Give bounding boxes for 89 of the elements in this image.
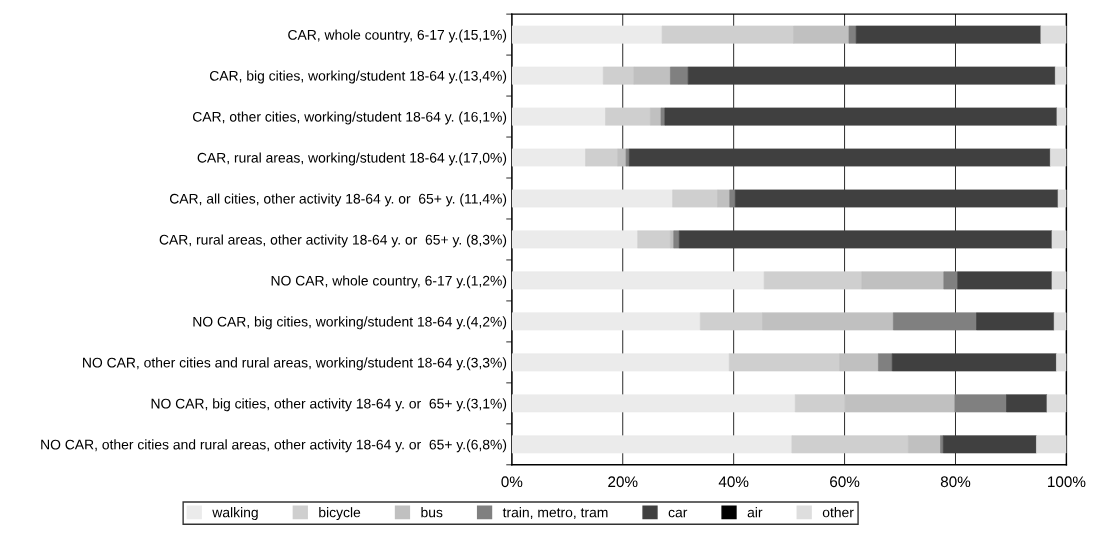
bar xyxy=(1006,394,1048,413)
y-tick-label: NO CAR, other cities and rural areas, working/student 18-64 y.(3,3%) xyxy=(83,357,507,371)
bar xyxy=(650,107,662,126)
bar xyxy=(511,435,793,454)
x-tick-label: 0% xyxy=(501,476,523,488)
bar xyxy=(954,394,1007,413)
x-tick-label: 60% xyxy=(830,476,860,488)
bar xyxy=(1040,25,1067,44)
bar xyxy=(637,230,671,249)
bar xyxy=(511,107,606,126)
y-tick-label: CAR, rural areas, other activity 18-64 y. or 65+ y. (8,3%) xyxy=(159,234,507,248)
bar xyxy=(791,435,909,454)
bar xyxy=(660,107,666,126)
bar xyxy=(672,189,718,208)
bar xyxy=(602,66,635,85)
bar xyxy=(511,394,796,413)
bar xyxy=(763,271,863,290)
y-tick-label: CAR, big cities, working/student 18-64 y.(13,4%) xyxy=(209,70,507,84)
bar xyxy=(957,271,1053,290)
bar xyxy=(943,271,959,290)
bar xyxy=(511,312,701,331)
bar xyxy=(762,312,894,331)
bar xyxy=(661,25,794,44)
bar xyxy=(1051,230,1067,249)
bar xyxy=(1036,435,1067,454)
bar xyxy=(839,353,879,372)
bar xyxy=(1046,394,1067,413)
bar xyxy=(728,353,840,372)
bar xyxy=(664,107,1058,126)
bar xyxy=(861,271,945,290)
bar xyxy=(633,66,671,85)
y-tick-label: CAR, whole country, 6-17 y.(15,1%) xyxy=(288,29,507,43)
bar xyxy=(844,394,956,413)
bar xyxy=(893,312,977,331)
bar xyxy=(511,66,604,85)
bar xyxy=(625,148,630,167)
bar xyxy=(629,148,1051,167)
legend-label: walking xyxy=(212,507,258,521)
bar xyxy=(976,312,1055,331)
y-tick-label: CAR, other cities, working/student 18-64 y. (16,1%) xyxy=(192,111,507,125)
y-tick-label: NO CAR, big cities, working/student 18-64 y.(4,2%) xyxy=(193,316,507,330)
bar xyxy=(511,353,730,372)
bar xyxy=(729,189,736,208)
bar xyxy=(511,25,663,44)
bar xyxy=(673,230,680,249)
bar xyxy=(585,148,619,167)
legend-label: bicycle xyxy=(319,507,361,521)
bar xyxy=(848,25,857,44)
bar xyxy=(617,148,627,167)
bar xyxy=(942,435,1037,454)
bar xyxy=(855,25,1042,44)
bar xyxy=(1053,312,1067,331)
bar xyxy=(1049,148,1067,167)
bar xyxy=(1054,66,1067,85)
x-tick-label: 80% xyxy=(940,476,971,488)
bar xyxy=(793,25,850,44)
y-tick-label: CAR, rural areas, working/student 18-64 y.(17,0%) xyxy=(197,152,507,166)
bar xyxy=(511,148,586,167)
legend-label: air xyxy=(747,507,763,518)
bar xyxy=(700,312,763,331)
bar xyxy=(1051,271,1067,290)
bar xyxy=(794,394,846,413)
bar xyxy=(878,353,893,372)
bar xyxy=(908,435,941,454)
y-tick-label: NO CAR, whole country, 6-17 y.(1,2%) xyxy=(271,275,507,289)
x-tick-label: 100% xyxy=(1048,476,1086,488)
bar xyxy=(1056,353,1067,372)
bar xyxy=(670,66,689,85)
x-tick-label: 20% xyxy=(608,476,638,488)
bar xyxy=(940,435,944,454)
bar xyxy=(605,107,651,126)
x-tick-label: 40% xyxy=(718,476,749,488)
bar xyxy=(734,189,1059,208)
bar xyxy=(717,189,731,208)
bar xyxy=(1057,189,1067,208)
legend-label: car xyxy=(668,509,688,518)
bar xyxy=(511,189,674,208)
y-tick-label: CAR, all cities, other activity 18-64 y. or 65+ y. (11,4%) xyxy=(169,193,507,207)
bar xyxy=(687,66,1056,85)
legend-label: other xyxy=(822,507,854,518)
y-tick-label: NO CAR, big cities, other activity 18-64 y. or 65+ y.(3,1%) xyxy=(151,398,507,412)
legend-label: bus xyxy=(421,507,443,518)
bar xyxy=(1056,107,1067,126)
legend-label: train, metro, tram xyxy=(502,507,608,519)
bar xyxy=(678,230,1053,249)
bar xyxy=(891,353,1057,372)
bar xyxy=(511,271,765,290)
bar xyxy=(511,230,639,249)
y-tick-label: NO CAR, other cities and rural areas, other activity 18-64 y. or 65+ y.(6,8%) xyxy=(41,439,507,453)
